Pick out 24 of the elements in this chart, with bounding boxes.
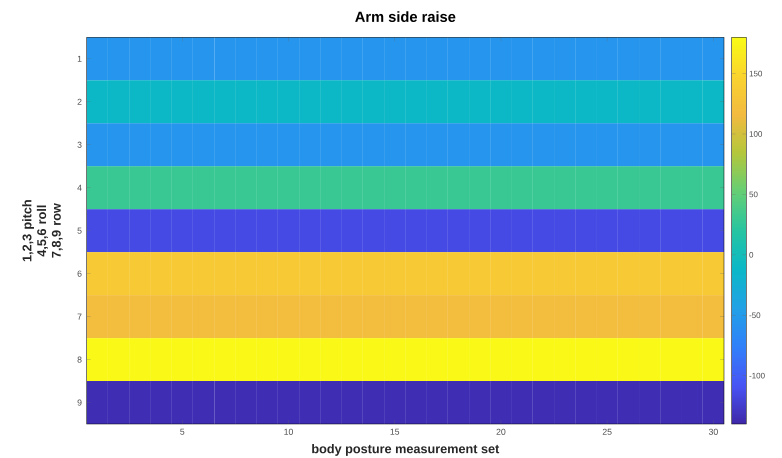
color-bar-label: 100 (750, 131, 762, 137)
color-bar-label: 50 (749, 192, 758, 198)
y-axis-title: 1,2,3 pitch 4,5,6 roll 7,8,9 row (22, 200, 63, 262)
y-tick-label: 5 (77, 228, 82, 234)
color-bar-label: -100 (749, 372, 765, 378)
chart-title: Arm side raise (355, 11, 456, 22)
y-tick-label: 4 (77, 184, 82, 191)
x-tick-label: 20 (496, 428, 506, 435)
x-axis-title: body posture measurement set (312, 444, 500, 456)
color-bar-label: 150 (750, 70, 762, 76)
y-tick-label: 9 (78, 399, 82, 406)
x-tick-label: 10 (284, 428, 293, 435)
y-tick-label: 2 (78, 98, 82, 105)
y-tick-label: 7 (78, 314, 82, 320)
x-tick-label: 30 (708, 428, 718, 435)
x-tick-label: 15 (390, 428, 400, 435)
x-tick-label: 5 (180, 428, 184, 435)
y-tick-label: 3 (77, 142, 82, 148)
y-tick-label: 8 (78, 356, 82, 363)
y-tick-label: 1 (78, 56, 82, 62)
color-bar-label: -50 (749, 312, 760, 318)
color-bar-label: 0 (749, 252, 754, 258)
y-tick-label: 6 (78, 270, 82, 277)
x-tick-label: 25 (602, 428, 612, 435)
